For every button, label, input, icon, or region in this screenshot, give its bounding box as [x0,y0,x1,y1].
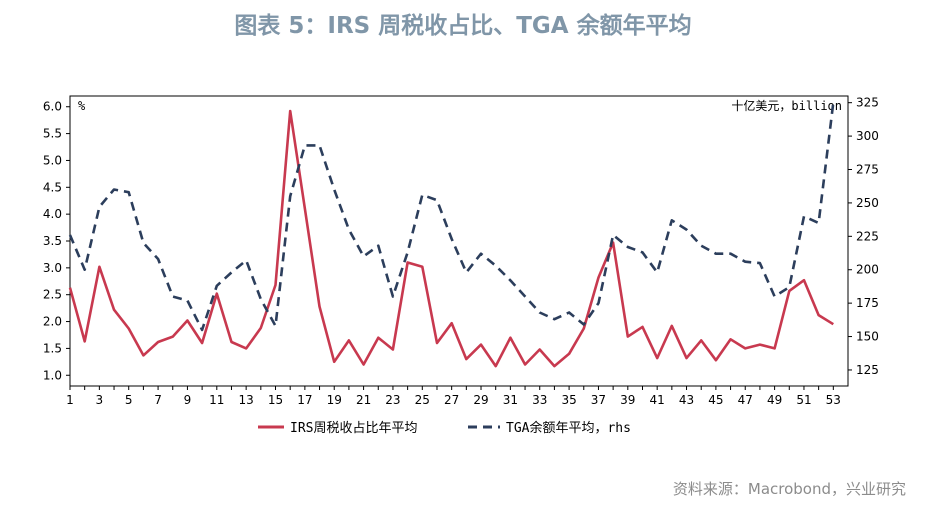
right-y-tick-label: 225 [856,229,879,243]
x-tick-label: 7 [154,393,162,407]
x-tick-label: 11 [209,393,224,407]
left-y-tick-label: 4.0 [43,207,62,221]
chart-title: 图表 5：IRS 周税收占比、TGA 余额年平均 [234,13,692,39]
irs-tax-share-line [68,109,834,368]
x-tick-label: 51 [796,393,811,407]
x-tick-label: 49 [767,393,782,407]
left-y-tick-label: 2.5 [43,288,62,302]
x-tick-label: 27 [444,393,459,407]
right-y-tick-label: 175 [856,296,879,310]
left-y-tick-label: 3.5 [43,234,62,248]
x-tick-label: 29 [473,393,488,407]
source-note: 资料来源：Macrobond，兴业研究 [672,480,906,498]
x-tick-label: 45 [708,393,723,407]
tga-balance-line [68,102,835,332]
x-tick-label: 33 [532,393,547,407]
x-tick-label: 3 [96,393,104,407]
left-y-tick-label: 4.5 [43,180,62,194]
x-tick-label: 19 [327,393,342,407]
x-tick-label: 37 [591,393,606,407]
legend-label-tga: TGA余额年平均，rhs [506,420,631,436]
left-y-tick-label: 1.0 [43,368,62,382]
x-tick-label: 1 [66,393,74,407]
x-axis: 1 3 5 7 9 11 13 15 17 19 21 23 25 27 29 31 33 35 37 39 41 43 4… [66,386,841,407]
x-tick-label: 21 [356,393,371,407]
series-lines [68,102,835,368]
x-tick-label: 53 [826,393,841,407]
right-y-tick-label: 325 [856,96,879,110]
left-y-tick-label: 5.5 [43,127,62,141]
left-y-tick-label: 6.0 [43,100,62,114]
right-y-tick-label: 150 [856,330,879,344]
x-tick-label: 35 [561,393,576,407]
right-axis-unit: 十亿美元，billion [731,98,842,113]
x-tick-label: 13 [239,393,254,407]
legend: IRS周税收占比年平均 TGA余额年平均，rhs [258,420,631,436]
x-tick-label: 15 [268,393,283,407]
left-axis-unit: % [78,99,86,113]
x-tick-label: 5 [125,393,133,407]
left-y-tick-label: 3.0 [43,261,62,275]
x-tick-label: 23 [385,393,400,407]
left-y-tick-label: 5.0 [43,153,62,167]
x-tick-label: 43 [679,393,694,407]
right-y-tick-label: 125 [856,363,879,377]
legend-label-irs: IRS周税收占比年平均 [290,421,417,436]
x-tick-label: 41 [650,393,665,407]
x-tick-label: 39 [620,393,635,407]
right-y-tick-label: 300 [856,129,879,143]
left-y-tick-label: 2.0 [43,315,62,329]
x-tick-label: 9 [184,393,192,407]
right-y-tick-label: 275 [856,163,879,177]
x-tick-label: 25 [415,393,430,407]
x-tick-label: 31 [503,393,518,407]
x-tick-label: 47 [738,393,753,407]
right-y-tick-label: 250 [856,196,879,210]
x-tick-label: 17 [297,393,312,407]
right-y-tick-label: 200 [856,263,879,277]
left-y-tick-label: 1.5 [43,341,62,355]
left-y-axis: 1.0 1.5 2.0 2.5 3.0 3.5 4.0 4.5 5.0 5.5 6.0 [43,100,70,382]
right-y-axis: 125 150 175 200 225 250 275 300 325 [848,96,879,377]
